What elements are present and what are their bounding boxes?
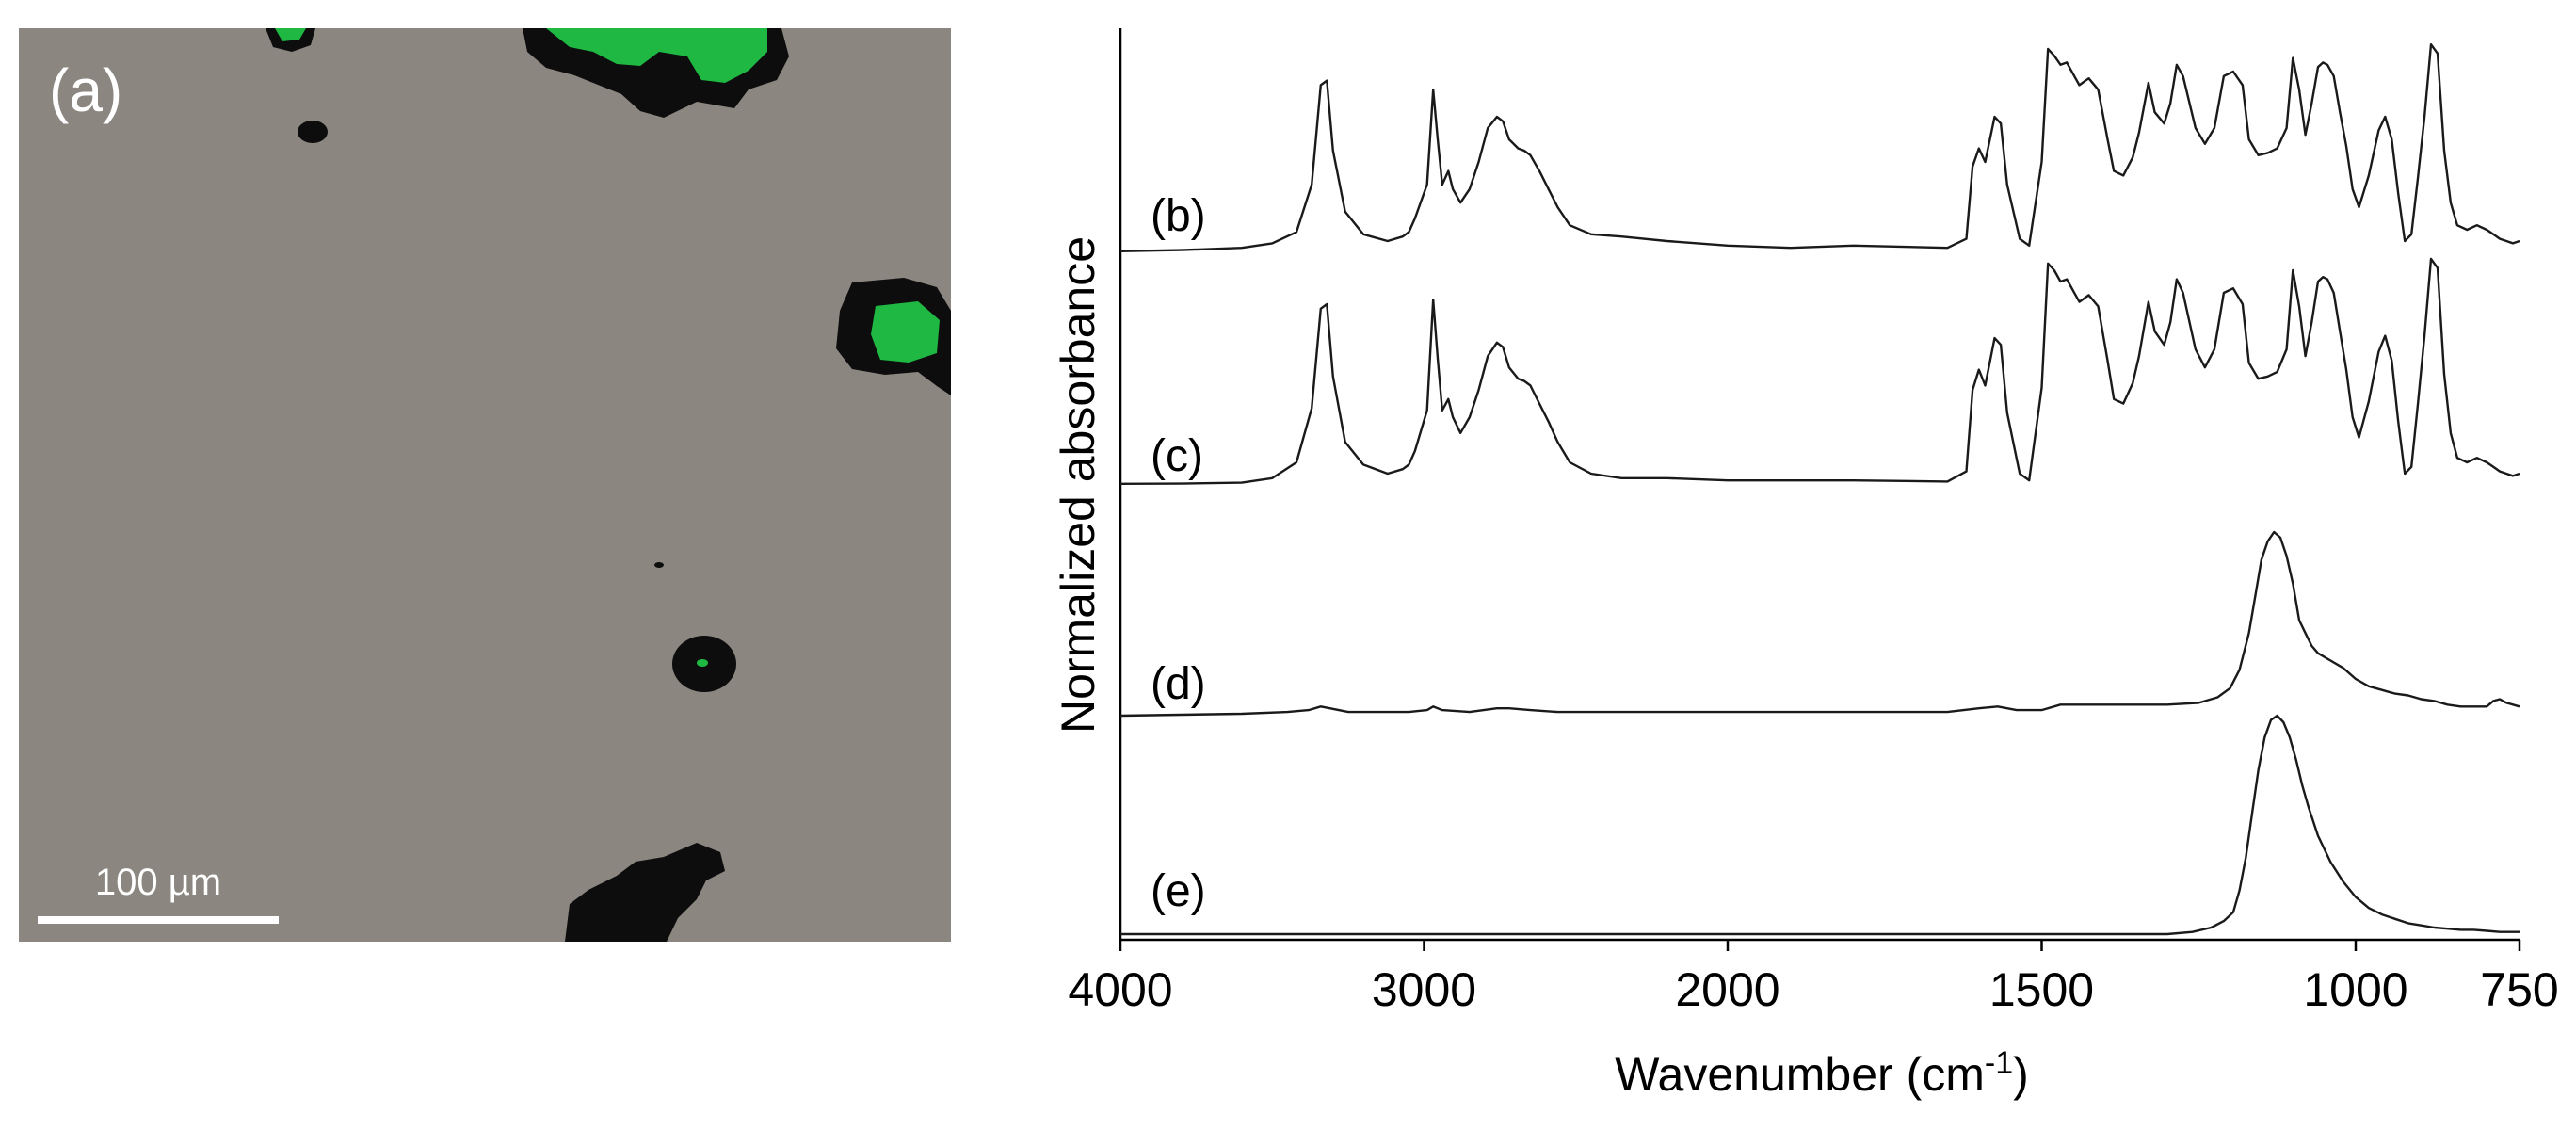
panel-a-label: (a) [49,56,122,124]
spectra-panel: 4000 3000 2000 1500 1000 750 (b) (c) (d) (e) Nor… [1052,28,2559,1101]
particle-top-core [546,28,767,83]
series-label-c: (c) [1151,431,1203,481]
x-axis-label-main: Wavenumber (cm [1615,1048,1985,1101]
particle-speck [654,562,664,568]
particle-topleft-core [275,28,306,41]
series-label-e: (e) [1151,866,1206,916]
spectrum-line-c [1119,257,2520,485]
ir-image-background [19,28,951,942]
x-tick-label: 1000 [2303,963,2407,1016]
x-axis-label-tail: ) [2013,1048,2029,1101]
x-tick-label: 1500 [1989,963,2094,1016]
scale-bar-label: 100 µm [95,862,221,903]
x-tick-label: 750 [2480,963,2558,1016]
spectrum-line-e [1120,714,2520,936]
x-ticks: 4000 3000 2000 1500 1000 750 [1068,940,2559,1016]
particle-bottom-rim [565,843,725,942]
particle-dot-1 [298,121,328,143]
x-tick-label: 4000 [1068,963,1172,1016]
scale-bar [38,916,279,924]
series-labels: (b) (c) (d) (e) [1151,191,1206,916]
spectrum-line-b [1119,43,2520,252]
series-label-b: (b) [1151,191,1206,241]
x-axis-label: Wavenumber (cm-1) [1615,1045,2029,1101]
spectra-lines [1119,43,2520,936]
x-tick-label: 3000 [1372,963,1476,1016]
particle-mid-core [697,659,708,667]
spectrum-line-d [1119,530,2520,718]
particle-right-core [871,301,940,363]
x-tick-label: 2000 [1675,963,1779,1016]
panel-a: 100 µm (a) [19,28,951,942]
y-axis-label: Normalized absorbance [1052,236,1104,734]
x-axis-label-sup: -1 [1985,1045,2013,1081]
series-label-d: (d) [1151,659,1206,709]
